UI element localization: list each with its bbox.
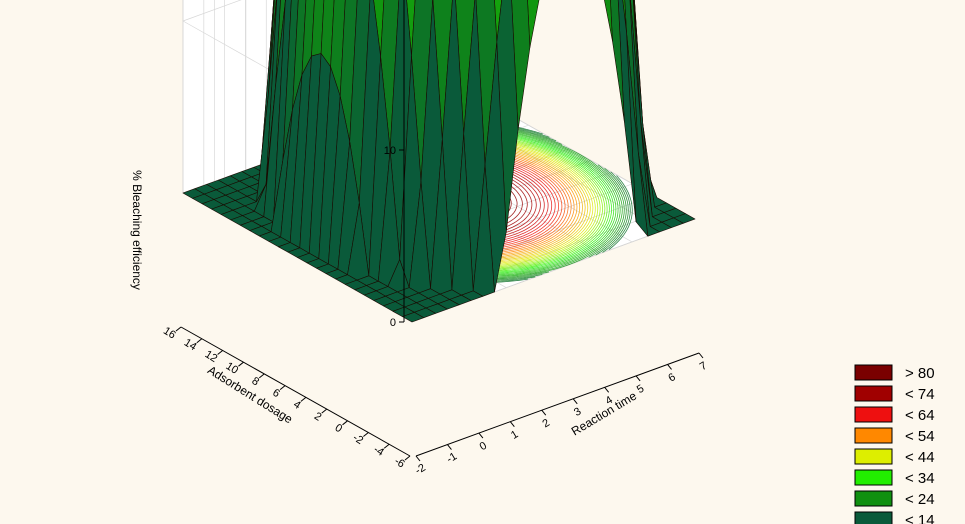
legend: > 80 < 74 < 64 < 54 < 44 < 34 < 24 < 14 bbox=[854, 364, 935, 524]
y-tick bbox=[321, 408, 328, 414]
x-tick bbox=[447, 444, 452, 450]
y-tick-label: 14 bbox=[182, 337, 199, 354]
z-tick-label: 0 bbox=[390, 317, 396, 329]
y-tick bbox=[342, 420, 348, 426]
x-tick bbox=[572, 398, 578, 405]
legend-swatch bbox=[854, 364, 893, 381]
x-tick bbox=[509, 421, 515, 427]
x-tick-label: 1 bbox=[509, 428, 520, 441]
legend-label: < 14 bbox=[905, 512, 935, 524]
y-tick-label: 2 bbox=[312, 410, 324, 423]
y-tick bbox=[238, 361, 244, 367]
contour-line bbox=[608, 175, 633, 250]
x-tick bbox=[698, 352, 704, 359]
y-tick-label: 16 bbox=[161, 325, 178, 342]
x-tick bbox=[604, 387, 610, 393]
x-tick bbox=[667, 364, 672, 370]
legend-swatch bbox=[854, 406, 893, 423]
legend-label: < 24 bbox=[905, 491, 935, 508]
y-tick-label: 0 bbox=[333, 422, 345, 435]
y-tick-label: 12 bbox=[203, 348, 220, 365]
z-tick-label: 10 bbox=[384, 145, 396, 157]
x-tick-label: 4 bbox=[603, 394, 614, 407]
z-axis-label: % Bleaching efficiency bbox=[130, 170, 144, 290]
x-tick bbox=[478, 432, 484, 439]
y-tick bbox=[300, 396, 307, 402]
contour-line bbox=[588, 164, 627, 258]
y-tick bbox=[404, 455, 411, 461]
legend-label: < 64 bbox=[905, 407, 935, 424]
y-tick bbox=[279, 385, 286, 391]
surface-cell bbox=[402, 311, 425, 323]
x-tick-label: 7 bbox=[698, 360, 709, 373]
y-tick bbox=[175, 326, 182, 332]
x-tick-label: 6 bbox=[666, 371, 677, 384]
legend-label: > 80 bbox=[905, 365, 935, 382]
y-tick-label: 6 bbox=[270, 387, 282, 400]
y-tick bbox=[363, 432, 369, 437]
x-axis-line bbox=[415, 352, 700, 457]
x-tick bbox=[415, 455, 421, 462]
surface-cell bbox=[406, 0, 416, 57]
legend-label: < 34 bbox=[905, 470, 935, 487]
x-tick-label: 0 bbox=[478, 440, 489, 453]
legend-swatch bbox=[854, 511, 893, 524]
surface-cell bbox=[604, 0, 613, 42]
x-tick bbox=[635, 375, 641, 382]
legend-swatch bbox=[854, 448, 893, 465]
x-tick-label: 5 bbox=[635, 383, 646, 396]
y-tick bbox=[217, 350, 223, 355]
surface-cell bbox=[610, 0, 625, 122]
legend-swatch bbox=[854, 469, 893, 486]
y-tick-label: 4 bbox=[291, 399, 303, 412]
legend-swatch bbox=[854, 427, 893, 444]
surface-cell bbox=[527, 0, 540, 48]
legend-swatch bbox=[854, 385, 893, 402]
contour-line bbox=[602, 171, 631, 253]
axes: 0102030405060708090-6-4-20246810121416-2… bbox=[161, 0, 709, 477]
x-tick-label: 2 bbox=[541, 417, 552, 430]
y-tick bbox=[196, 338, 203, 344]
legend-swatch bbox=[854, 490, 893, 507]
surface-cell bbox=[617, 0, 637, 222]
contour-line bbox=[595, 168, 629, 256]
x-tick-label: 3 bbox=[572, 406, 583, 419]
legend-label: < 54 bbox=[905, 428, 935, 445]
y-axis-line bbox=[180, 326, 411, 457]
y-tick-label: 10 bbox=[224, 360, 241, 377]
legend-label: < 74 bbox=[905, 386, 935, 403]
y-tick bbox=[258, 373, 265, 379]
legend-label: < 44 bbox=[905, 449, 935, 466]
y-tick-label: 8 bbox=[250, 375, 262, 388]
x-tick bbox=[541, 409, 547, 416]
y-tick bbox=[383, 443, 390, 449]
